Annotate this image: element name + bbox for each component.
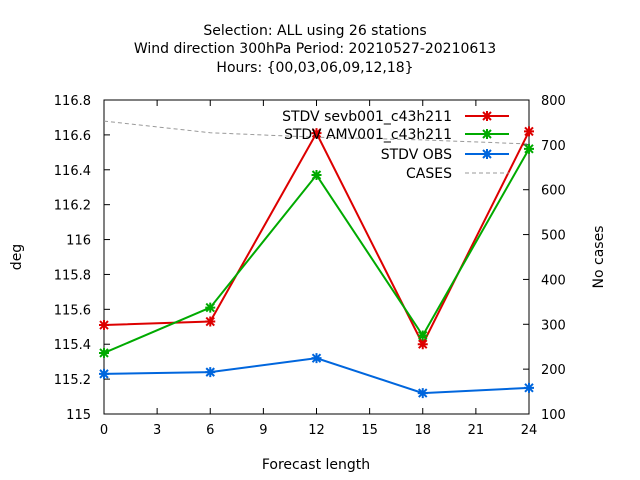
y-axis-label: deg: [9, 244, 25, 270]
data-point: [311, 128, 322, 139]
series-2: [99, 353, 534, 399]
data-point: [311, 353, 322, 364]
y-tick-label: 116.8: [54, 94, 91, 109]
legend-marker: [482, 111, 492, 121]
data-point: [417, 388, 428, 399]
x-tick-label: 21: [468, 423, 485, 438]
series-1: [99, 143, 534, 358]
y2-tick-label: 500: [541, 229, 566, 244]
y-tick-label: 115.4: [54, 338, 91, 353]
x-tick-label: 9: [259, 423, 267, 438]
legend: STDV sevb001_c43h211 STDV AMV001_c43h211 S…: [282, 109, 509, 182]
data-point: [99, 320, 109, 331]
y2-tick-label: 800: [541, 94, 566, 109]
data-point: [524, 126, 534, 137]
axes-ticks: 0 3 6 9 12 15 18 21 24 115 115.2 115.4 115.6 115.8 116…: [54, 94, 566, 438]
legend-label: STDV sevb001_c43h211: [282, 109, 452, 125]
title-line-1: Selection: ALL using 26 stations: [203, 23, 426, 39]
data-point: [205, 367, 216, 378]
series-lines: [99, 120, 534, 399]
legend-label: STDV AMV001_c43h211: [284, 127, 452, 143]
x-tick-label: 15: [361, 423, 378, 438]
y-tick-label: 115.8: [54, 268, 91, 283]
legend-marker: [482, 129, 492, 139]
x-tick-label: 12: [308, 423, 325, 438]
y2-tick-label: 300: [541, 318, 566, 333]
data-point: [524, 143, 534, 154]
y2-tick-label: 100: [541, 408, 566, 423]
data-point: [524, 382, 534, 393]
legend-label: CASES: [406, 166, 452, 182]
x-tick-label: 18: [414, 423, 431, 438]
x-tick-label: 24: [521, 423, 538, 438]
legend-label: STDV OBS: [381, 147, 452, 163]
data-point: [311, 170, 322, 181]
series-0: [99, 126, 534, 350]
y-tick-label: 116.2: [54, 199, 91, 214]
data-point: [417, 339, 428, 350]
chart-title: Selection: ALL using 26 stations Wind di…: [134, 23, 496, 76]
x-axis-label: Forecast length: [262, 457, 370, 473]
data-point: [99, 368, 109, 379]
x-tick-label: 3: [153, 423, 161, 438]
series-line: [103, 130, 530, 347]
y-tick-label: 115.2: [54, 373, 91, 388]
x-tick-label: 6: [206, 423, 214, 438]
legend-marker: [482, 149, 492, 159]
y-tick-label: 116: [66, 234, 91, 249]
x-tick-label: 0: [100, 423, 108, 438]
y2-tick-label: 600: [541, 184, 566, 199]
title-line-2: Wind direction 300hPa Period: 20210527-2…: [134, 41, 496, 57]
y2-axis-label: No cases: [591, 226, 607, 289]
y-tick-label: 115.6: [54, 303, 91, 318]
data-point: [99, 347, 109, 358]
data-point: [205, 302, 216, 313]
data-point: [205, 316, 216, 327]
y2-tick-label: 400: [541, 273, 566, 288]
y-tick-label: 115: [66, 408, 91, 423]
y2-tick-label: 700: [541, 139, 566, 154]
y-tick-label: 116.4: [54, 164, 91, 179]
series-line: [103, 357, 530, 395]
title-line-3: Hours: {00,03,06,09,12,18}: [216, 60, 413, 76]
y-tick-label: 116.6: [54, 129, 91, 144]
data-point: [417, 330, 428, 341]
y2-tick-label: 200: [541, 363, 566, 378]
